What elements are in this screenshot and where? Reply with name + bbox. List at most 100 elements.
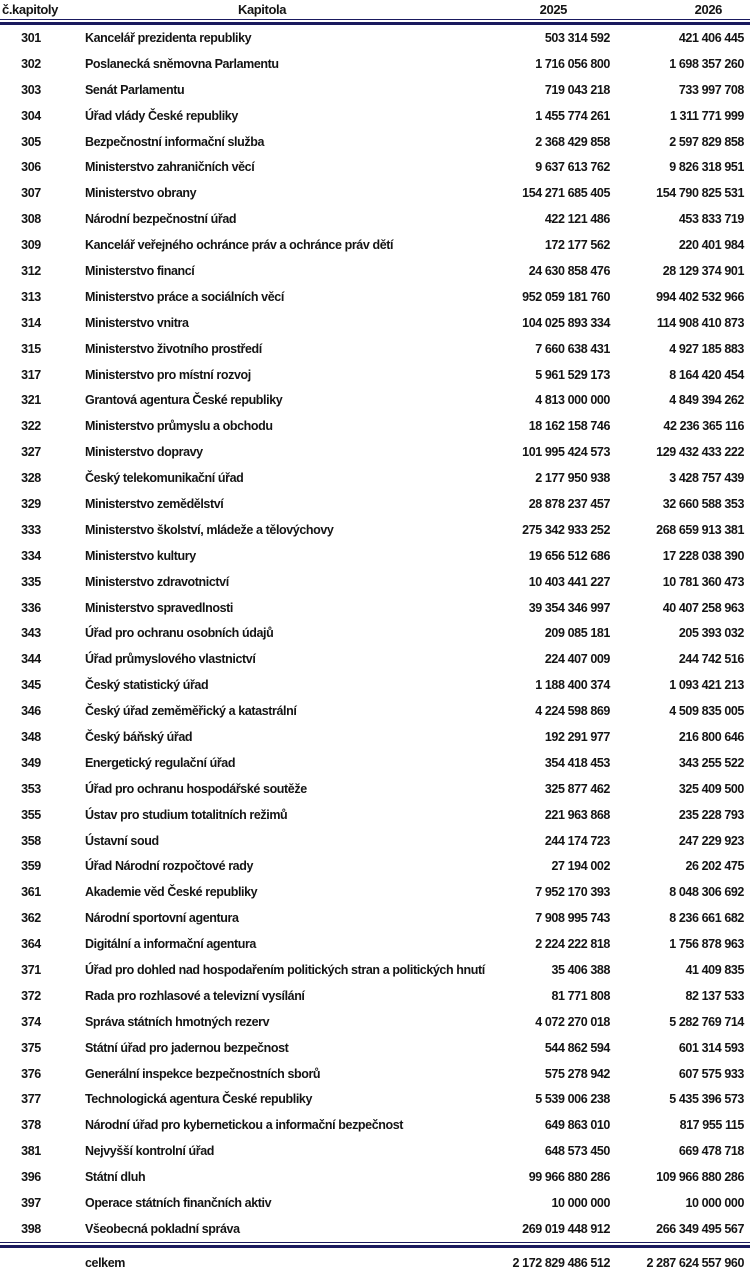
table-row: 329 Ministerstvo zemědělství 28 878 237 45… [0, 491, 750, 517]
chapter-name-cell: Grantová agentura České republiky [85, 393, 283, 408]
total-value-2025: 2 172 829 486 512 [512, 1255, 611, 1270]
column-header-chapter-name: Kapitola [237, 2, 287, 17]
table-header-row: č.kapitoly Kapitola 2025 2026 [0, 0, 750, 19]
chapter-number-cell: 396 [21, 1170, 41, 1185]
value-2026-cell: 325 409 500 [678, 781, 745, 796]
value-2026-cell: 9 826 318 951 [669, 160, 744, 175]
chapter-number-cell: 329 [21, 496, 41, 511]
table-row: 398 Všeobecná pokladní správa 269 019 448 … [0, 1216, 750, 1242]
chapter-number-cell: 308 [21, 212, 41, 227]
chapter-number-cell: 307 [21, 186, 41, 201]
table-row: 307 Ministerstvo obrany 154 271 685 405 154… [0, 180, 750, 206]
chapter-name-cell: Úřad pro dohled nad hospodařením politic… [85, 963, 485, 977]
value-2026-cell: 4 849 394 262 [669, 393, 744, 408]
chapter-number-cell: 353 [21, 781, 41, 796]
chapter-number-cell: 333 [21, 522, 41, 537]
value-2025-cell: 648 573 450 [544, 1144, 611, 1159]
table-row: 353 Úřad pro ochranu hospodářské soutěže 3… [0, 776, 750, 802]
table-row: 313 Ministerstvo práce a sociálních věcí 9… [0, 284, 750, 310]
table-row: 375 Státní úřad pro jadernou bezpečnost 54… [0, 1035, 750, 1061]
value-2025-cell: 28 878 237 457 [528, 496, 611, 511]
value-2026-cell: 26 202 475 [685, 859, 744, 874]
value-2025-cell: 19 656 512 686 [528, 548, 611, 563]
total-separator-rule [0, 1241, 750, 1248]
value-2026-cell: 10 781 360 473 [662, 574, 745, 589]
table-row: 348 Český báňský úřad 192 291 977 216 800 6… [0, 724, 750, 750]
column-header-chapter-number: č.kapitoly [2, 2, 58, 17]
value-2025-cell: 5 961 529 173 [535, 367, 610, 382]
table-row: 322 Ministerstvo průmyslu a obchodu 18 162… [0, 413, 750, 439]
chapter-name-cell: Ministerstvo kultury [85, 548, 196, 563]
table-row: 355 Ústav pro studium totalitních režimů 2… [0, 802, 750, 828]
table-row: 358 Ústavní soud 244 174 723 247 229 923 [0, 828, 750, 854]
table-row: 397 Operace státních finančních aktiv 10 0… [0, 1190, 750, 1216]
chapter-name-cell: Státní dluh [85, 1170, 146, 1185]
value-2026-cell: 205 393 032 [678, 626, 745, 641]
value-2025-cell: 99 966 880 286 [528, 1170, 611, 1185]
table-row: 374 Správa státních hmotných rezerv 4 072 … [0, 1009, 750, 1035]
value-2026-cell: 41 409 835 [685, 963, 744, 977]
table-row: 372 Rada pro rozhlasové a televizní vysíl… [0, 983, 750, 1009]
value-2025-cell: 209 085 181 [544, 626, 611, 641]
value-2025-cell: 10 000 000 [551, 1196, 610, 1211]
value-2026-cell: 421 406 445 [678, 30, 745, 45]
value-2026-cell: 1 311 771 999 [669, 108, 744, 123]
table-row: 327 Ministerstvo dopravy 101 995 424 573 12… [0, 439, 750, 465]
value-2026-cell: 3 428 757 439 [669, 471, 744, 486]
chapter-number-cell: 359 [21, 859, 41, 874]
chapter-number-cell: 312 [21, 263, 41, 278]
table-row: 312 Ministerstvo financí 24 630 858 476 28 … [0, 258, 750, 284]
chapter-number-cell: 372 [21, 988, 41, 1003]
value-2025-cell: 719 043 218 [544, 82, 611, 97]
chapter-name-cell: Ministerstvo financí [85, 263, 195, 278]
value-2025-cell: 81 771 808 [551, 988, 610, 1003]
value-2025-cell: 503 314 592 [544, 30, 611, 45]
value-2025-cell: 325 877 462 [544, 781, 611, 796]
chapter-name-cell: Úřad Národní rozpočtové rady [85, 859, 253, 874]
table-row: 345 Český statistický úřad 1 188 400 374 1 … [0, 672, 750, 698]
table-row: 315 Ministerstvo životního prostředí 7 660… [0, 336, 750, 362]
value-2025-cell: 2 368 429 858 [535, 134, 610, 149]
value-2026-cell: 244 742 516 [678, 652, 745, 667]
value-2026-cell: 8 048 306 692 [669, 885, 744, 900]
value-2026-cell: 17 228 038 390 [662, 548, 745, 563]
chapter-name-cell: Ministerstvo školství, mládeže a tělovýc… [85, 522, 334, 537]
table-row: 308 Národní bezpečnostní úřad 422 121 486 4… [0, 206, 750, 232]
value-2026-cell: 1 093 421 213 [669, 678, 744, 693]
chapter-number-cell: 364 [21, 937, 41, 952]
table-row: 302 Poslanecká sněmovna Parlamentu 1 716 0… [0, 51, 750, 77]
value-2026-cell: 114 908 410 873 [656, 315, 745, 330]
table-row: 335 Ministerstvo zdravotnictví 10 403 441 … [0, 569, 750, 595]
chapter-name-cell: Státní úřad pro jadernou bezpečnost [85, 1040, 289, 1055]
table-row: 304 Úřad vlády České republiky 1 455 774 2… [0, 103, 750, 129]
chapter-name-cell: Úřad průmyslového vlastnictví [85, 652, 256, 667]
value-2026-cell: 2 597 829 858 [669, 134, 744, 149]
value-2025-cell: 1 455 774 261 [535, 108, 610, 123]
table-row: 334 Ministerstvo kultury 19 656 512 686 17 … [0, 543, 750, 569]
table-row: 361 Akademie věd České republiky 7 952 170… [0, 879, 750, 905]
value-2025-cell: 2 224 222 818 [535, 937, 610, 952]
value-2025-cell: 7 952 170 393 [535, 885, 610, 900]
chapter-name-cell: Národní sportovní agentura [85, 911, 239, 926]
value-2025-cell: 39 354 346 997 [528, 600, 611, 615]
chapter-name-cell: Rada pro rozhlasové a televizní vysílání [85, 988, 305, 1003]
chapter-number-cell: 348 [21, 729, 41, 744]
chapter-name-cell: Český statistický úřad [85, 678, 209, 693]
value-2026-cell: 216 800 646 [678, 729, 745, 744]
chapter-number-cell: 334 [21, 548, 41, 563]
value-2025-cell: 5 539 006 238 [535, 1092, 610, 1107]
table-row: 364 Digitální a informační agentura 2 224 … [0, 931, 750, 957]
header-separator-rule [0, 19, 750, 25]
chapter-name-cell: Český úřad zeměměřický a katastrální [85, 704, 297, 719]
chapter-name-cell: Ministerstvo zdravotnictví [85, 574, 229, 589]
chapter-name-cell: Ministerstvo zahraničních věcí [85, 160, 255, 175]
value-2026-cell: 343 255 522 [678, 755, 745, 770]
value-2026-cell: 129 432 433 222 [656, 445, 744, 460]
table-row: 378 Národní úřad pro kybernetickou a info… [0, 1112, 750, 1138]
value-2025-cell: 35 406 388 [551, 963, 610, 977]
value-2026-cell: 817 955 115 [679, 1118, 745, 1133]
chapter-name-cell: Energetický regulační úřad [85, 755, 236, 770]
chapter-name-cell: Ministerstvo vnitra [85, 315, 189, 330]
chapter-name-cell: Úřad pro ochranu osobních údajů [85, 626, 274, 641]
